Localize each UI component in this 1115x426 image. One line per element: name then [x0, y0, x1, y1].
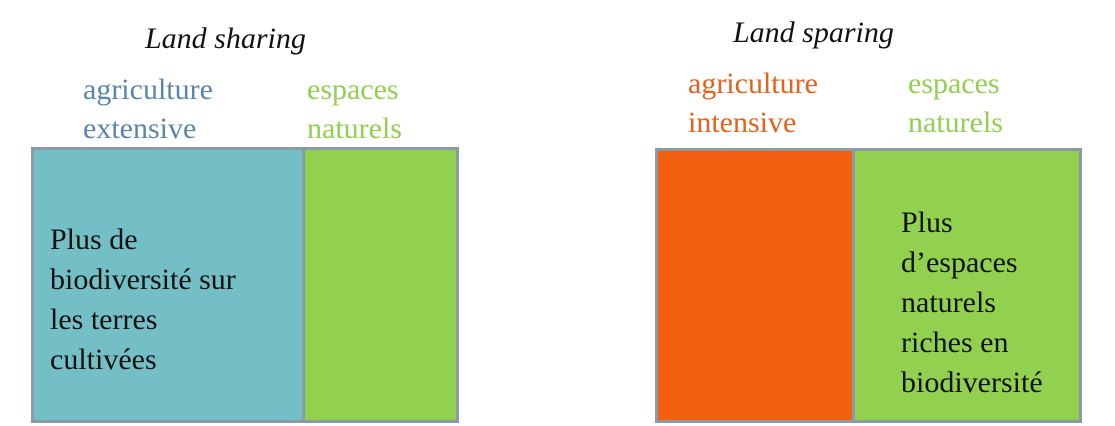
sparing-intensive-agriculture-area — [655, 148, 855, 423]
sharing-title: Land sharing — [145, 22, 306, 55]
sparing-natural-label: espaces naturels — [908, 67, 1003, 139]
sharing-extensive-agriculture-area: Plus de biodiversité sur les terres cult… — [31, 147, 305, 423]
sharing-natural-label: espaces naturels — [307, 73, 402, 145]
sharing-agriculture-text: Plus de biodiversité sur les terres cult… — [50, 223, 236, 376]
sparing-title: Land sparing — [733, 16, 894, 49]
sharing-natural-area — [302, 147, 459, 423]
sparing-natural-area: Plus d’espaces naturels riches en biodiv… — [852, 148, 1082, 423]
sharing-panel: Land sharing agriculture extensive espac… — [0, 0, 540, 426]
sparing-agriculture-label: agriculture intensive — [688, 67, 818, 139]
sparing-natural-text: Plus d’espaces naturels riches en biodiv… — [901, 206, 1043, 399]
sparing-panel: Land sparing agriculture intensive espac… — [560, 0, 1115, 426]
sharing-agriculture-label: agriculture extensive — [83, 73, 213, 145]
